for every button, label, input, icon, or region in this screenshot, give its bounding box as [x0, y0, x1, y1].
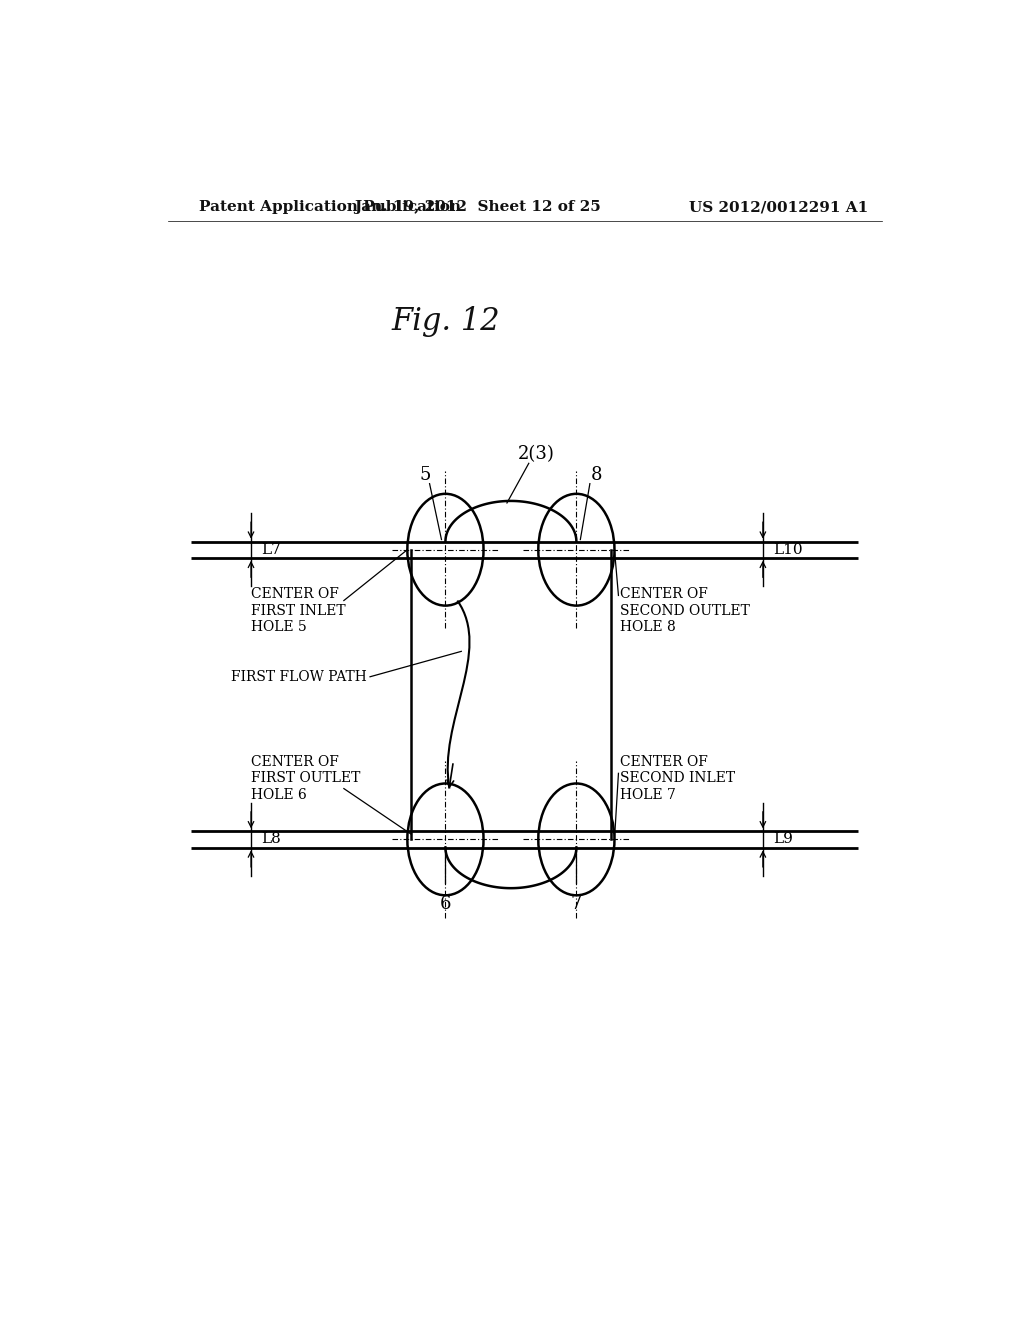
Text: L8: L8 — [261, 833, 281, 846]
Text: L7: L7 — [261, 543, 281, 557]
Text: L10: L10 — [773, 543, 803, 557]
Text: 7: 7 — [570, 895, 582, 913]
Text: CENTER OF
SECOND INLET
HOLE 7: CENTER OF SECOND INLET HOLE 7 — [620, 755, 735, 801]
Text: FIRST FLOW PATH: FIRST FLOW PATH — [231, 669, 367, 684]
Text: Patent Application Publication: Patent Application Publication — [200, 201, 462, 214]
Text: Fig. 12: Fig. 12 — [391, 305, 500, 337]
Text: 8: 8 — [591, 466, 602, 483]
Text: CENTER OF
FIRST OUTLET
HOLE 6: CENTER OF FIRST OUTLET HOLE 6 — [251, 755, 360, 801]
Text: 6: 6 — [439, 895, 452, 913]
Text: Jan. 19, 2012  Sheet 12 of 25: Jan. 19, 2012 Sheet 12 of 25 — [354, 201, 600, 214]
Text: CENTER OF
SECOND OUTLET
HOLE 8: CENTER OF SECOND OUTLET HOLE 8 — [620, 587, 750, 634]
Text: 2(3): 2(3) — [518, 445, 555, 463]
Text: 5: 5 — [420, 466, 431, 483]
Text: CENTER OF
FIRST INLET
HOLE 5: CENTER OF FIRST INLET HOLE 5 — [251, 587, 346, 634]
Text: US 2012/0012291 A1: US 2012/0012291 A1 — [689, 201, 868, 214]
Text: L9: L9 — [773, 833, 793, 846]
